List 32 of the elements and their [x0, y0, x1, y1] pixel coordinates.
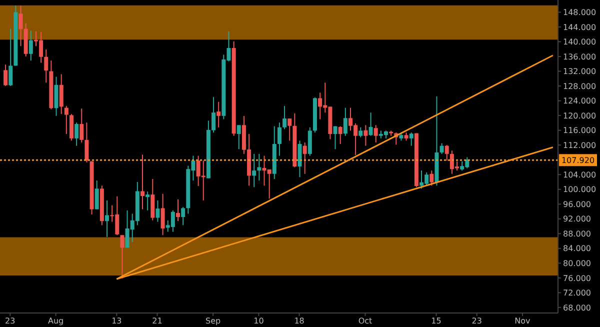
y-tick-label: 88.000 [563, 229, 591, 238]
y-tick-label: 92.000 [563, 214, 591, 224]
x-tick-label: 13 [112, 316, 122, 326]
x-tick-label: Aug [48, 316, 64, 326]
y-tick-label: 100.000 [563, 185, 596, 194]
y-tick-label: 124.000 [563, 96, 596, 106]
y-tick-label: 120.000 [563, 111, 596, 120]
y-tick-label: 128.000 [563, 82, 596, 91]
y-tick-label: 68.000 [563, 303, 591, 312]
y-tick-label: 80.000 [563, 259, 591, 268]
y-tick-label: 144.000 [563, 22, 596, 32]
y-tick-label: 72.000 [563, 288, 591, 298]
y-tick-label: 148.000 [563, 8, 596, 18]
x-tick-label: Oct [358, 316, 372, 326]
x-tick-label: 18 [294, 316, 304, 326]
x-tick-label: 10 [254, 316, 264, 326]
x-tick-label: 15 [431, 316, 442, 326]
y-tick-label: 104.000 [563, 170, 596, 180]
x-tick-label: 23 [5, 316, 16, 326]
ref-line-label: 107.920 [561, 156, 595, 166]
x-tick-label: 23 [472, 316, 482, 326]
x-tick-label: 21 [152, 316, 162, 326]
y-tick-label: 132.000 [563, 67, 596, 76]
y-tick-label: 112.000 [563, 140, 596, 150]
y-tick-label: 116.000 [563, 126, 596, 136]
y-tick-label: 136.000 [563, 52, 596, 62]
y-tick-label: 76.000 [563, 274, 591, 283]
y-tick-label: 96.000 [563, 200, 591, 209]
x-tick-label: Nov [514, 316, 531, 326]
x-tick-label: Sep [206, 316, 221, 326]
y-tick-label: 140.000 [563, 38, 596, 47]
y-tick-label: 84.000 [563, 244, 591, 254]
